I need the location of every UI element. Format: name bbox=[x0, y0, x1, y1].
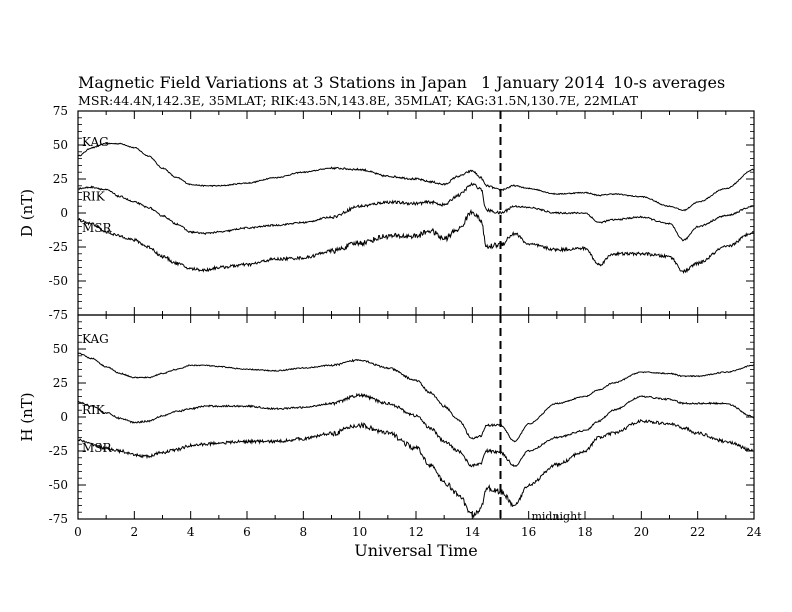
y-tick-label: 25 bbox=[53, 376, 68, 390]
panel-frame bbox=[77, 314, 755, 520]
series-label-rik: RIK bbox=[82, 403, 106, 417]
y-tick-label: 0 bbox=[60, 410, 68, 424]
x-tick-label: 16 bbox=[521, 525, 536, 539]
x-tick-label: 4 bbox=[187, 525, 195, 539]
x-tick-label: 24 bbox=[746, 525, 762, 539]
y-tick-label: -75 bbox=[49, 308, 68, 322]
panel-declination: -75 -50 -25 0 25 50 75 D (nT) KAG RIK MSR bbox=[18, 104, 755, 322]
series-line-rik bbox=[77, 392, 755, 468]
x-tick-label: 10 bbox=[352, 525, 367, 539]
series-line-msr bbox=[77, 208, 755, 274]
y-tick-label: -25 bbox=[49, 240, 68, 254]
x-tick-label: 12 bbox=[408, 525, 423, 539]
series-line-kag bbox=[77, 142, 755, 212]
x-tick-label: 8 bbox=[300, 525, 308, 539]
series-label-msr: MSR bbox=[82, 441, 113, 455]
midnight-annotation: midnight bbox=[531, 510, 582, 523]
y-tick-label: 0 bbox=[60, 206, 68, 220]
y-tick-label: -75 bbox=[49, 512, 68, 526]
chart-title: Magnetic Field Variations at 3 Stations … bbox=[78, 73, 467, 92]
y-axis-label: H (nT) bbox=[18, 392, 36, 441]
chart-averaging: 10-s averages bbox=[613, 73, 725, 92]
x-tick-label: 6 bbox=[243, 525, 251, 539]
x-tick-label: 22 bbox=[690, 525, 705, 539]
chart-subtitle: MSR:44.4N,142.3E, 35MLAT; RIK:43.5N,143.… bbox=[78, 93, 639, 108]
y-tick-label: 50 bbox=[53, 138, 68, 152]
series-label-msr: MSR bbox=[82, 221, 113, 235]
series-label-kag: KAG bbox=[82, 332, 109, 346]
y-axis-label: D (nT) bbox=[18, 189, 36, 237]
y-tick-label: 25 bbox=[53, 172, 68, 186]
y-tick-label: -50 bbox=[49, 274, 68, 288]
series-label-kag: KAG bbox=[82, 135, 109, 149]
x-tick-label: 2 bbox=[131, 525, 139, 539]
series-line-msr bbox=[77, 418, 755, 519]
chart-date: 1 January 2014 bbox=[481, 73, 605, 92]
y-tick-label: 50 bbox=[53, 342, 68, 356]
y-tick-label: -50 bbox=[49, 478, 68, 492]
x-tick-label: 14 bbox=[465, 525, 481, 539]
panel-frame bbox=[77, 110, 755, 316]
y-tick-label: 75 bbox=[53, 104, 68, 118]
series-line-rik bbox=[77, 181, 755, 242]
x-axis-label: Universal Time bbox=[354, 541, 477, 560]
x-tick-label: 20 bbox=[634, 525, 649, 539]
x-tick-label: 0 bbox=[74, 525, 82, 539]
series-line-kag bbox=[77, 352, 755, 443]
x-tick-label: 18 bbox=[577, 525, 592, 539]
y-tick-label: -25 bbox=[49, 444, 68, 458]
series-label-rik: RIK bbox=[82, 190, 106, 204]
